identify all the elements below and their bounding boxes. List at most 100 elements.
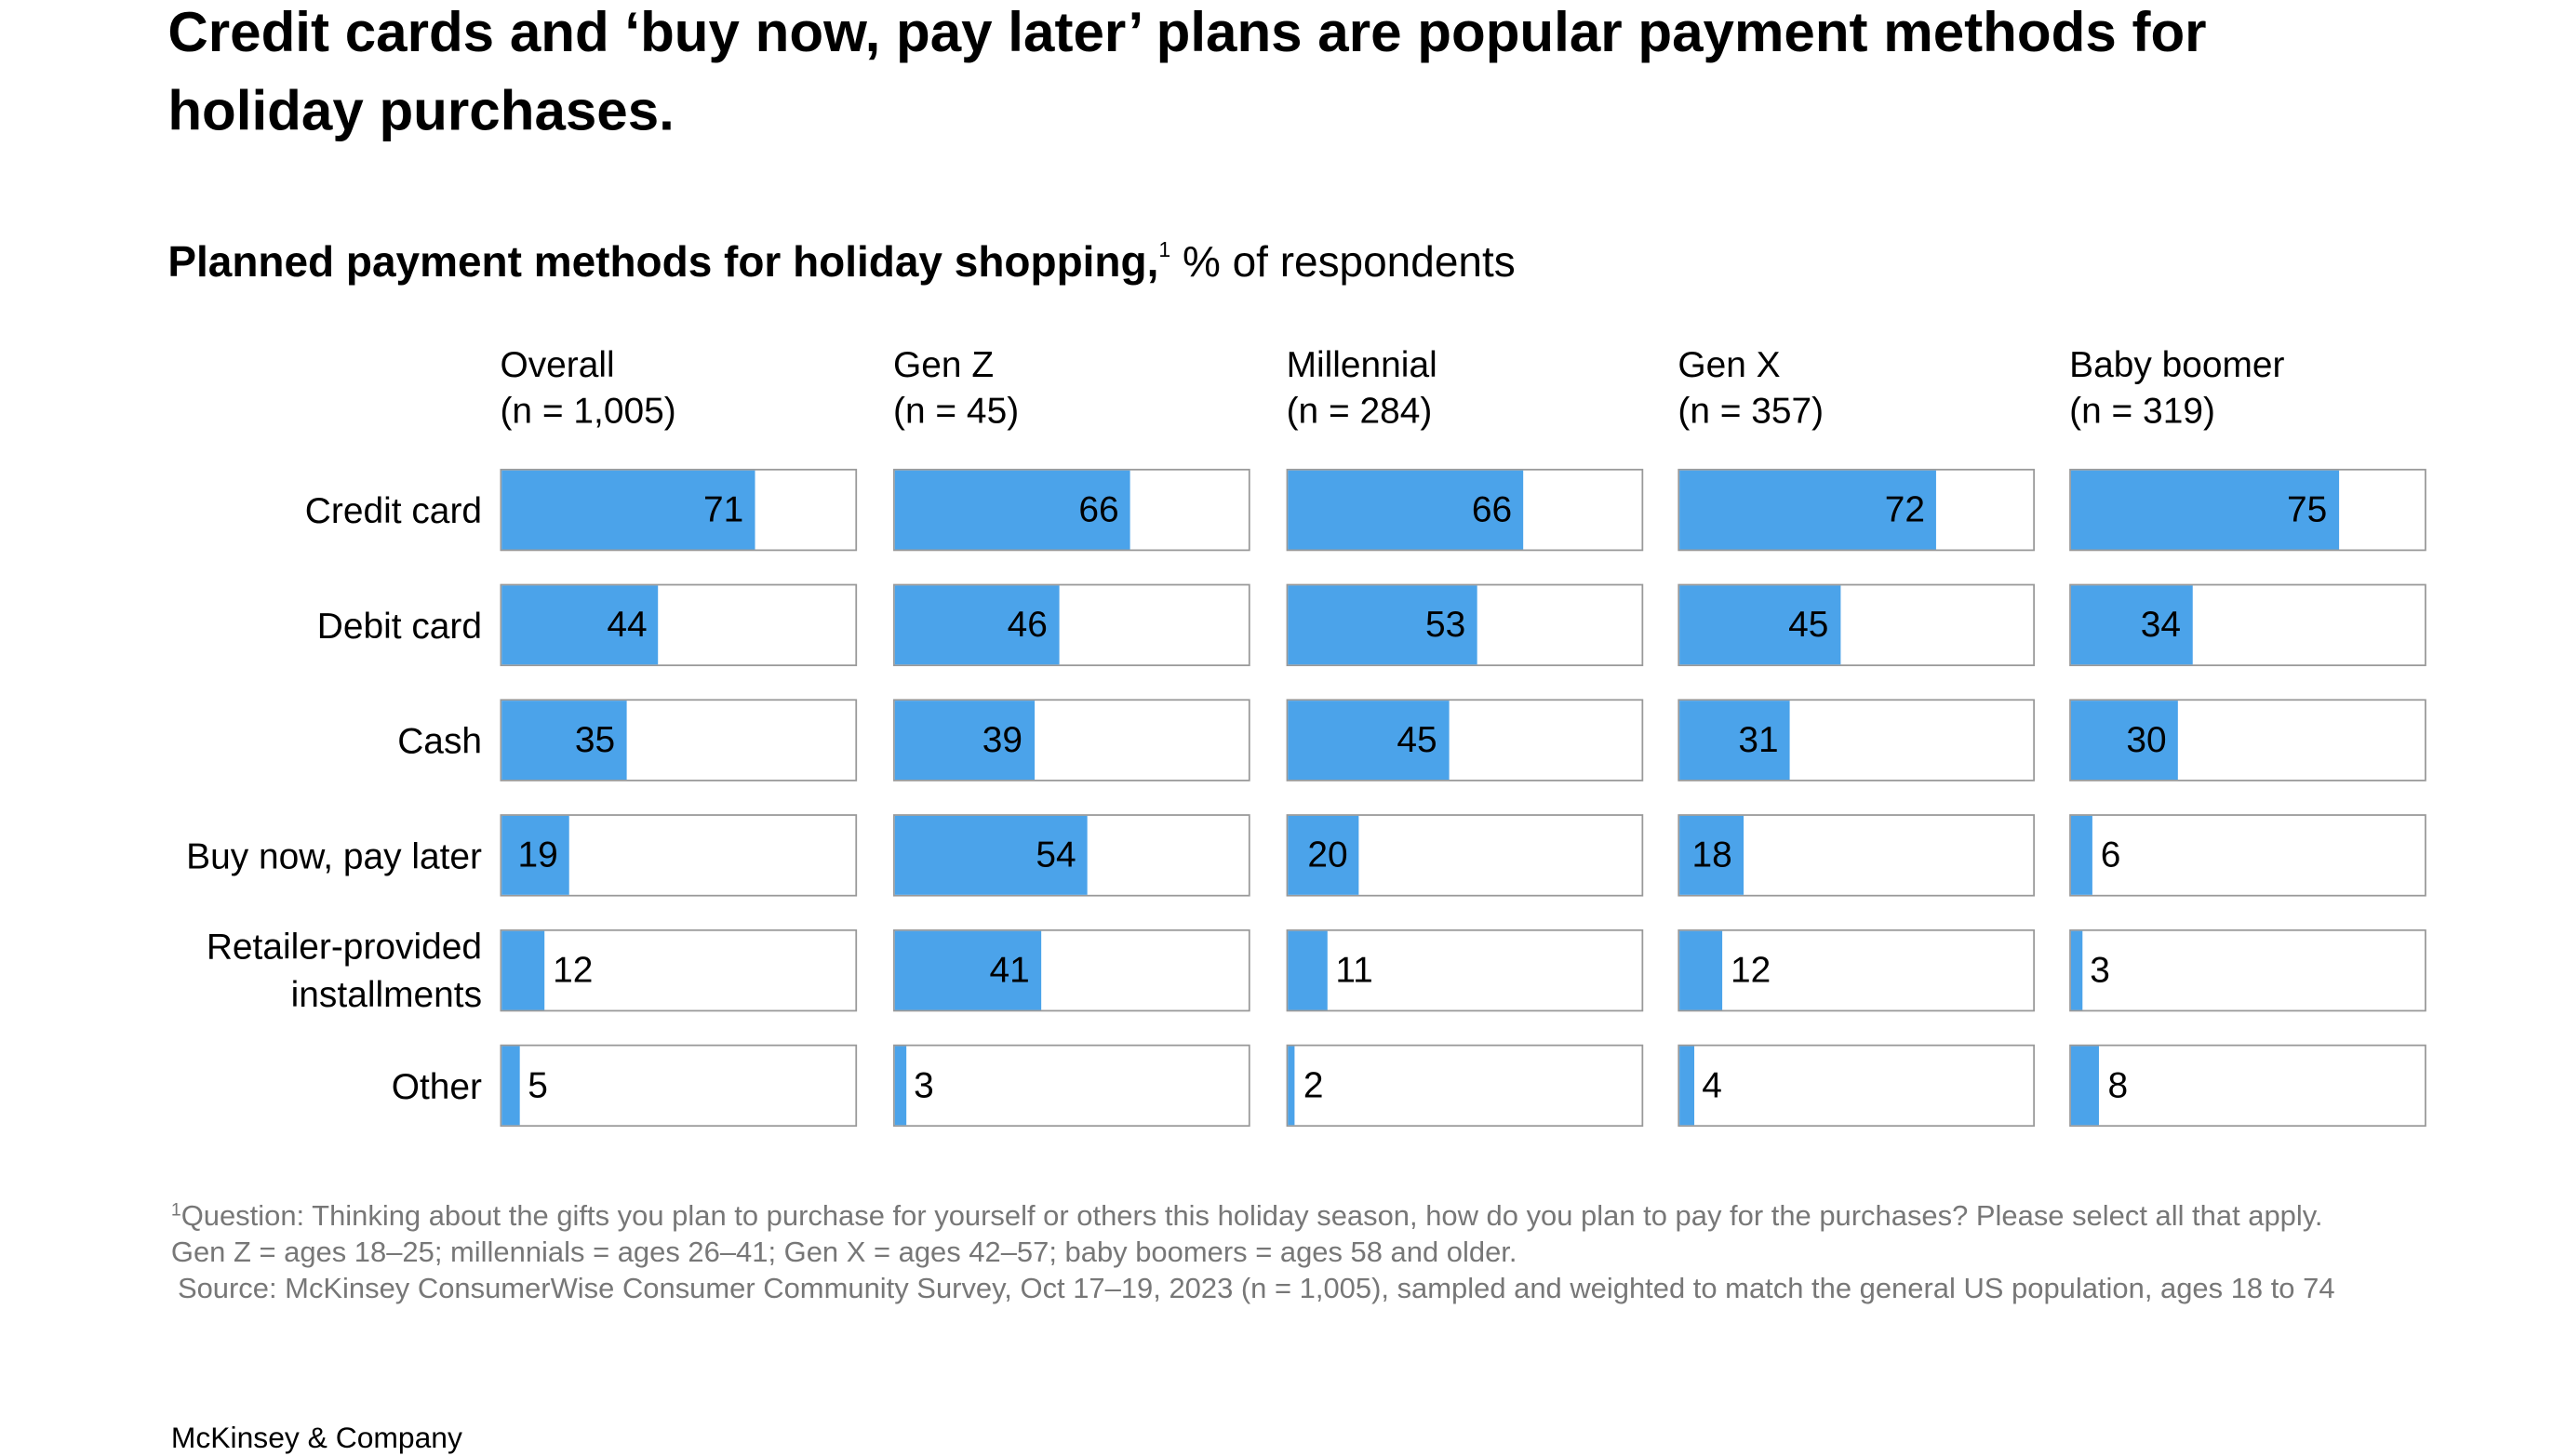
bar-track: 30 xyxy=(2069,699,2426,781)
panel-sample: (n = 1,005) xyxy=(500,390,676,432)
value-label: 66 xyxy=(1471,488,1513,530)
value-label: 5 xyxy=(528,1063,548,1106)
value-label: 30 xyxy=(2126,718,2167,760)
value-label: 12 xyxy=(1730,949,1771,991)
bar xyxy=(894,470,1131,550)
bar xyxy=(894,1046,906,1126)
value-label: 66 xyxy=(1078,488,1119,530)
footnote-text: Question: Thinking about the gifts you p… xyxy=(170,1198,2323,1269)
bar-track: 66 xyxy=(1286,468,1644,552)
value-label: 35 xyxy=(574,718,616,760)
bar xyxy=(1679,701,1791,781)
value-label: 4 xyxy=(1702,1063,1722,1106)
panel-title: Millennial xyxy=(1286,343,1437,385)
panel-title: Overall xyxy=(500,343,615,385)
bar-track: 72 xyxy=(1677,468,2036,552)
value-label: 72 xyxy=(1884,488,1926,530)
category-label: Other xyxy=(391,1064,483,1106)
category-label: Debit card xyxy=(316,604,483,646)
category-label: Retailer-provided installments xyxy=(206,926,483,1015)
value-label: 3 xyxy=(914,1063,934,1106)
value-label: 44 xyxy=(607,603,648,646)
panel-title: Gen Z xyxy=(893,343,995,385)
panel-sample: (n = 357) xyxy=(1677,390,1825,432)
footnote: Source: McKinsey ConsumerWise Consumer C… xyxy=(171,1270,2384,1306)
value-label: 8 xyxy=(2107,1063,2129,1106)
bar-track: 53 xyxy=(1286,583,1644,667)
bar xyxy=(1288,1046,1295,1126)
chart-title: Credit cards and ‘buy now, pay later’ pl… xyxy=(167,1,2207,143)
bar xyxy=(1679,815,1744,895)
bar xyxy=(1288,701,1449,781)
bar xyxy=(501,930,545,1010)
bar xyxy=(2070,585,2193,665)
value-label: 34 xyxy=(2140,603,2181,646)
subtitle: Planned payment methods for holiday shop… xyxy=(167,237,1515,288)
bar xyxy=(1679,1046,1694,1126)
bar-track: 4 xyxy=(1677,1044,2036,1128)
bar xyxy=(2070,815,2092,895)
value-label: 2 xyxy=(1303,1063,1324,1106)
footnote-text: Source: McKinsey ConsumerWise Consumer C… xyxy=(177,1271,2335,1305)
bar xyxy=(2070,470,2339,550)
value-label: 71 xyxy=(702,488,744,530)
bar xyxy=(1679,470,1937,550)
value-label: 41 xyxy=(989,949,1030,991)
subtitle-text: Planned payment methods for holiday shop… xyxy=(167,236,1159,287)
bar-track: 6 xyxy=(2069,814,2426,897)
bar-track: 3 xyxy=(2069,928,2426,1012)
bar xyxy=(1679,930,1723,1010)
bar-track: 41 xyxy=(893,928,1250,1012)
panel-title: Baby boomer xyxy=(2069,343,2285,385)
subtitle-unit: % of respondents xyxy=(1182,236,1516,287)
bar xyxy=(501,1046,520,1126)
bar xyxy=(2070,930,2082,1010)
bar xyxy=(1288,470,1524,550)
bar-track: 34 xyxy=(2069,583,2426,667)
bar xyxy=(2070,701,2178,781)
category-label: Cash xyxy=(397,719,483,761)
bar-track: 19 xyxy=(500,814,858,897)
bar-track: 5 xyxy=(500,1044,858,1128)
bar-track: 54 xyxy=(893,814,1250,897)
bar-track: 12 xyxy=(1677,928,2036,1012)
bar xyxy=(894,701,1035,781)
value-label: 53 xyxy=(1425,603,1466,646)
panel-title: Gen X xyxy=(1677,343,1781,385)
value-label: 45 xyxy=(1788,603,1829,646)
bar xyxy=(894,930,1042,1010)
value-label: 18 xyxy=(1691,834,1732,875)
bar xyxy=(501,701,627,781)
bar xyxy=(1679,585,1840,665)
bar-track: 71 xyxy=(500,468,858,552)
value-label: 39 xyxy=(982,718,1023,760)
bar-track: 18 xyxy=(1677,814,2036,897)
bar xyxy=(1288,585,1477,665)
bar-track: 66 xyxy=(893,468,1250,552)
footnote-marker: 1 xyxy=(170,1200,181,1221)
brand: McKinsey & Company xyxy=(170,1421,462,1454)
panel-sample: (n = 319) xyxy=(2069,390,2215,432)
value-label: 20 xyxy=(1307,834,1348,875)
category-label: Credit card xyxy=(304,488,483,531)
bar-track: 3 xyxy=(893,1044,1250,1128)
bar xyxy=(501,470,755,550)
bar-track: 44 xyxy=(500,583,858,667)
bar-track: 39 xyxy=(893,699,1250,781)
bar-track: 45 xyxy=(1286,699,1644,781)
value-label: 12 xyxy=(553,949,594,991)
value-label: 11 xyxy=(1335,949,1373,991)
value-label: 31 xyxy=(1738,718,1779,760)
bar xyxy=(501,585,660,665)
subtitle-note: 1 xyxy=(1158,236,1171,262)
value-label: 46 xyxy=(1007,603,1048,646)
bar-track: 46 xyxy=(893,583,1250,667)
value-label: 54 xyxy=(1036,834,1076,875)
footnotes: 1Question: Thinking about the gifts you … xyxy=(171,1193,2384,1306)
footnote: 1Question: Thinking about the gifts you … xyxy=(171,1193,2384,1270)
bar xyxy=(2070,1046,2100,1126)
panel-sample: (n = 45) xyxy=(893,390,1020,432)
bar-track: 8 xyxy=(2069,1044,2426,1128)
bar xyxy=(501,815,570,895)
